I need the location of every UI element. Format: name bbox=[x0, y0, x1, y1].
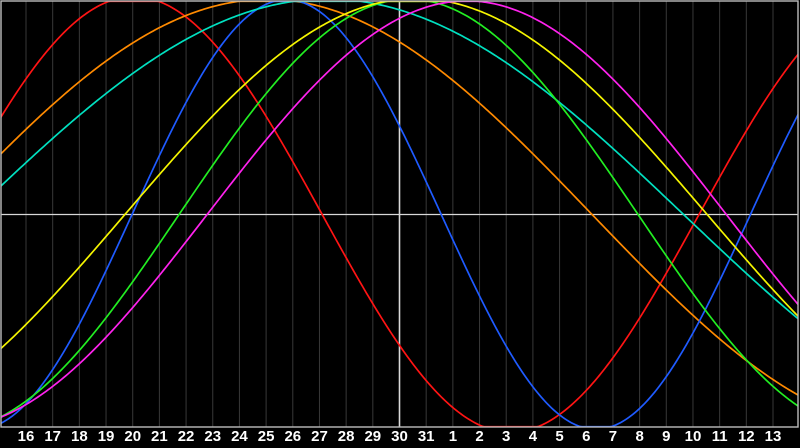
svg-text:25: 25 bbox=[258, 428, 275, 445]
svg-text:24: 24 bbox=[231, 428, 248, 445]
svg-text:31: 31 bbox=[418, 428, 435, 445]
svg-text:29: 29 bbox=[364, 428, 381, 445]
svg-text:28: 28 bbox=[338, 428, 355, 445]
svg-text:30: 30 bbox=[391, 428, 408, 445]
svg-text:21: 21 bbox=[151, 428, 168, 445]
svg-text:23: 23 bbox=[204, 428, 221, 445]
svg-text:18: 18 bbox=[71, 428, 88, 445]
svg-text:17: 17 bbox=[44, 428, 61, 445]
svg-text:6: 6 bbox=[582, 428, 590, 445]
svg-text:12: 12 bbox=[738, 428, 755, 445]
svg-text:16: 16 bbox=[18, 428, 35, 445]
svg-text:3: 3 bbox=[502, 428, 510, 445]
svg-text:11: 11 bbox=[712, 428, 728, 445]
svg-text:1: 1 bbox=[449, 428, 457, 445]
svg-text:5: 5 bbox=[555, 428, 563, 445]
svg-text:7: 7 bbox=[609, 428, 617, 445]
svg-text:8: 8 bbox=[635, 428, 643, 445]
svg-text:26: 26 bbox=[284, 428, 301, 445]
svg-text:19: 19 bbox=[98, 428, 115, 445]
svg-text:27: 27 bbox=[311, 428, 328, 445]
svg-text:4: 4 bbox=[529, 428, 538, 445]
svg-text:13: 13 bbox=[765, 428, 782, 445]
svg-text:20: 20 bbox=[124, 428, 141, 445]
svg-text:2: 2 bbox=[475, 428, 483, 445]
svg-text:10: 10 bbox=[685, 428, 702, 445]
svg-text:22: 22 bbox=[178, 428, 195, 445]
svg-text:9: 9 bbox=[662, 428, 670, 445]
